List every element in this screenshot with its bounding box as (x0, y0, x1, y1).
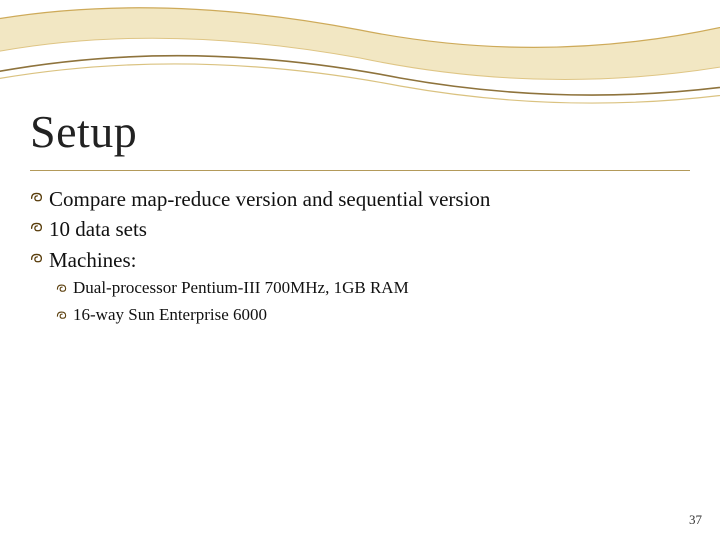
bullet-text: Machines: (49, 246, 136, 274)
swirl-bullet-icon (30, 221, 43, 239)
bullet-text: Dual-processor Pentium-III 700MHz, 1GB R… (73, 276, 409, 301)
bullet-item: Machines: (30, 246, 690, 274)
bullet-item-sub: Dual-processor Pentium-III 700MHz, 1GB R… (56, 276, 690, 301)
bullet-item-sub: 16-way Sun Enterprise 6000 (56, 303, 690, 328)
swirl-bullet-icon (30, 252, 43, 270)
bullet-item: Compare map-reduce version and sequentia… (30, 185, 690, 213)
swirl-bullet-icon (56, 281, 67, 299)
swirl-bullet-icon (56, 308, 67, 326)
decorative-swoosh (0, 0, 720, 110)
page-number: 37 (689, 512, 702, 528)
bullet-item: 10 data sets (30, 215, 690, 243)
title-underline (30, 170, 690, 171)
bullet-text: 10 data sets (49, 215, 147, 243)
slide-content: Compare map-reduce version and sequentia… (30, 185, 690, 329)
slide-title: Setup (30, 105, 137, 158)
bullet-text: Compare map-reduce version and sequentia… (49, 185, 490, 213)
swirl-bullet-icon (30, 191, 43, 209)
bullet-text: 16-way Sun Enterprise 6000 (73, 303, 267, 328)
